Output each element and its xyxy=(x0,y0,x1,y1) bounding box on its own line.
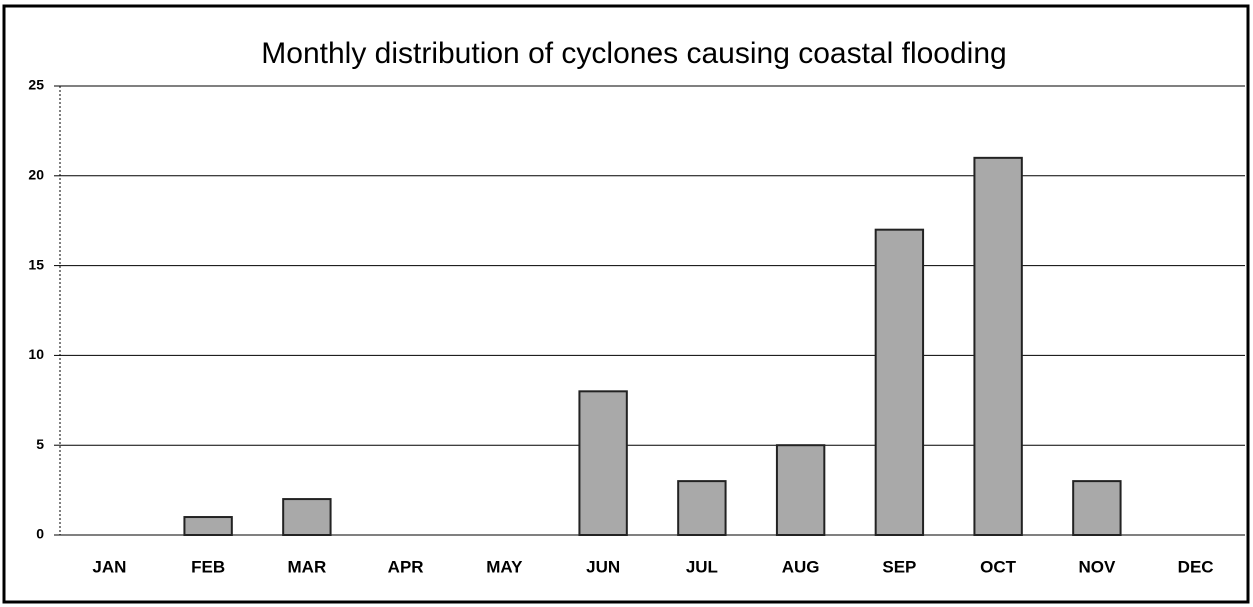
y-tick-label: 15 xyxy=(28,256,44,272)
bar xyxy=(775,444,826,537)
x-tick-label: JUL xyxy=(686,557,718,576)
bar xyxy=(874,228,925,536)
y-tick-label: 10 xyxy=(28,346,44,362)
x-tick-label: SEP xyxy=(882,557,916,576)
x-tick-label: MAR xyxy=(288,557,327,576)
bar xyxy=(578,390,628,536)
y-tick-label: 20 xyxy=(28,167,44,183)
x-tick-label: AUG xyxy=(782,557,820,576)
bar xyxy=(677,480,727,536)
x-tick-label: JAN xyxy=(92,557,126,576)
bar xyxy=(282,498,332,536)
x-tick-label: JUN xyxy=(586,557,620,576)
x-tick-label: DEC xyxy=(1178,557,1214,576)
bar xyxy=(183,516,233,536)
x-tick-label: APR xyxy=(388,557,424,576)
y-tick-label: 5 xyxy=(36,436,44,452)
bar xyxy=(1072,480,1122,536)
x-tick-label: FEB xyxy=(191,557,225,576)
y-tick-label: 25 xyxy=(28,77,44,93)
bar xyxy=(973,156,1023,536)
x-tick-label: OCT xyxy=(980,557,1017,576)
chart-title: Monthly distribution of cyclones causing… xyxy=(261,37,1006,70)
x-tick-label: NOV xyxy=(1078,557,1116,576)
y-tick-label: 0 xyxy=(36,526,44,542)
x-tick-label: MAY xyxy=(486,557,523,576)
